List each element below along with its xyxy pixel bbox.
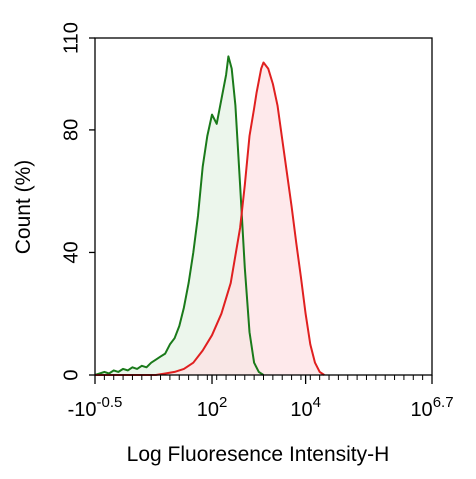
y-axis-title: Count (%) [12, 160, 35, 255]
y-tick-label: 0 [60, 369, 82, 380]
x-tick-label: 102 [197, 394, 228, 421]
x-tick-label: 106.7 [410, 394, 453, 421]
series-2-area [95, 62, 325, 375]
x-axis-title: Log Fluoresence Intensity-H [127, 443, 390, 466]
series-1-area [95, 56, 264, 376]
x-tick-label: -10-0.5 [68, 394, 123, 421]
y-tick-label: 40 [60, 241, 82, 263]
x-tick-label: 104 [290, 394, 321, 421]
y-tick-label: 110 [60, 22, 82, 54]
series-1-line [94, 55, 265, 376]
axis-labels: 0 40 80 110 -10-0.5 102 104 106.7 Log Fluoresenc… [12, 22, 454, 466]
series-2-line [95, 61, 325, 376]
plot-area [94, 55, 325, 376]
y-tick-label: 80 [60, 119, 82, 141]
axes [89, 37, 433, 384]
